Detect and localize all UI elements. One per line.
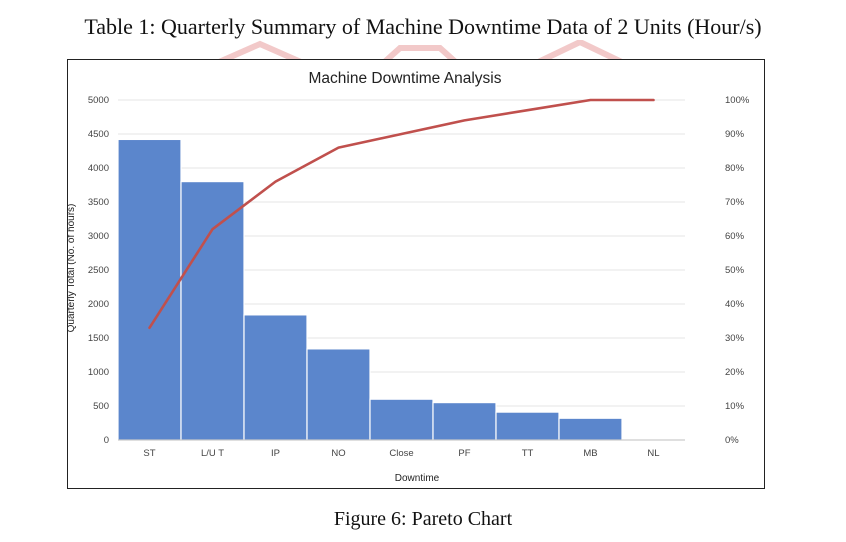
bars: [117, 138, 623, 441]
y-tick-label: 2500: [88, 265, 109, 276]
y-tick-label: 500: [93, 401, 109, 412]
y2-tick-label: 30%: [725, 333, 745, 344]
y-tick-label: 4500: [88, 129, 109, 140]
bar: [117, 138, 182, 441]
y2-tick-label: 100%: [725, 95, 750, 106]
x-tick-label: TT: [522, 448, 534, 459]
bar: [432, 402, 497, 441]
x-tick-label: IP: [271, 448, 280, 459]
cumulative-line-layer: [148, 98, 655, 330]
y2-tick-label: 0%: [725, 435, 739, 446]
bar: [180, 180, 245, 441]
figure-caption: Figure 6: Pareto Chart: [333, 508, 513, 530]
x-axis-title: Downtime: [395, 473, 440, 484]
x-tick-label: Close: [389, 448, 413, 459]
bar: [306, 348, 371, 441]
x-tick-label: NO: [331, 448, 345, 459]
x-tick-label: L/U T: [201, 448, 224, 459]
y2-tick-label: 10%: [725, 401, 745, 412]
y2-tick-label: 50%: [725, 265, 745, 276]
y2-tick-label: 40%: [725, 299, 745, 310]
x-tick-label: PF: [458, 448, 470, 459]
y-tick-label: 3000: [88, 231, 109, 242]
x-tick-label: NL: [647, 448, 659, 459]
y-tick-label: 1000: [88, 367, 109, 378]
bar: [369, 398, 434, 441]
y-tick-label: 0: [104, 435, 109, 446]
y2-tick-label: 20%: [725, 367, 745, 378]
y-axis-title: Quarterly Total (No. of hours): [68, 204, 77, 333]
x-tick-label: MB: [583, 448, 597, 459]
y-tick-label: 3500: [88, 197, 109, 208]
y2-tick-label: 60%: [725, 231, 745, 242]
y2-tick-label: 70%: [725, 197, 745, 208]
page-title: Table 1: Quarterly Summary of Machine Do…: [84, 14, 762, 39]
y-tick-label: 1500: [88, 333, 109, 344]
bar: [558, 417, 623, 441]
pareto-chart: 0 500 1000 1500 2000 2500 3000 3500 4000 4500 5000…: [68, 70, 750, 484]
y2-tick-label: 80%: [725, 163, 745, 174]
bar: [495, 411, 560, 441]
y-tick-label: 4000: [88, 163, 109, 174]
axes: 0 500 1000 1500 2000 2500 3000 3500 4000 4500 5000…: [88, 95, 750, 459]
watermark-graphic: [208, 40, 632, 66]
y-tick-label: 2000: [88, 299, 109, 310]
bar: [243, 314, 308, 441]
x-tick-label: ST: [143, 448, 155, 459]
y2-tick-label: 90%: [725, 129, 745, 140]
chart-title: Machine Downtime Analysis: [309, 70, 502, 87]
chart-frame: 0 500 1000 1500 2000 2500 3000 3500 4000 4500 5000…: [67, 59, 765, 489]
y-tick-label: 5000: [88, 95, 109, 106]
